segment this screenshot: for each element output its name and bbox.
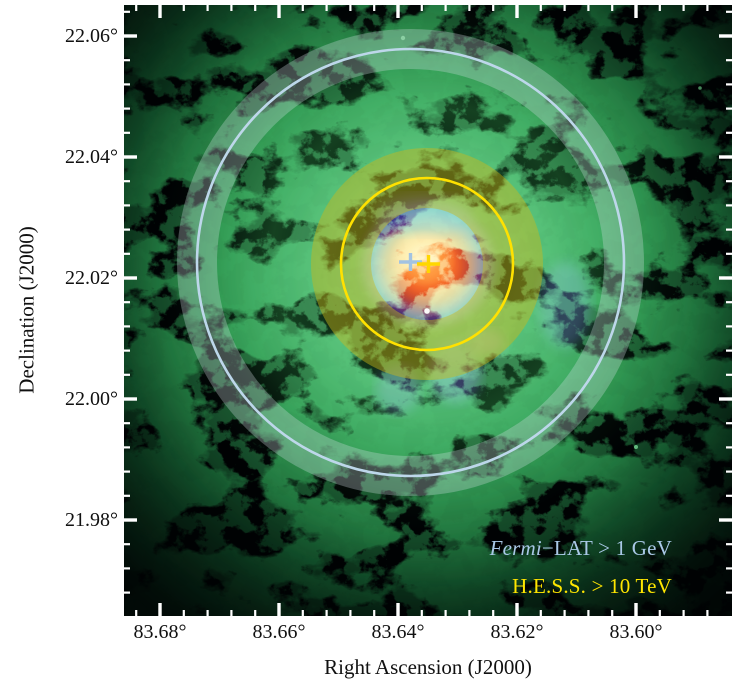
y-tick-label: 22.06° bbox=[65, 25, 118, 47]
fermi-extension-circle bbox=[195, 47, 626, 478]
sky-map-image bbox=[124, 5, 732, 616]
green-knot bbox=[698, 86, 702, 90]
x-axis-title: Right Ascension (J2000) bbox=[324, 655, 532, 679]
x-tick-label: 83.68° bbox=[133, 621, 187, 643]
y-tick-label: 22.04° bbox=[65, 146, 118, 168]
legend-fermi-italic: Fermi bbox=[489, 536, 542, 560]
x-tick-label: 83.62° bbox=[490, 621, 544, 643]
y-tick-label: 22.00° bbox=[65, 388, 118, 410]
green-knot bbox=[634, 445, 638, 449]
x-tick-label: 83.64° bbox=[371, 621, 425, 643]
legend-fermi-rest: −LAT > 1 GeV bbox=[541, 536, 672, 560]
axis-ticks bbox=[124, 5, 732, 616]
green-knot bbox=[400, 35, 406, 41]
y-tick-label: 21.98° bbox=[65, 509, 118, 531]
y-axis-title: Declination (J2000) bbox=[14, 226, 39, 394]
fermi-position-cross-icon bbox=[399, 253, 422, 271]
plot-area: Fermi−LAT > 1 GeV H.E.S.S. > 10 TeV bbox=[124, 5, 732, 616]
legend-fermi-lat: Fermi−LAT > 1 GeV bbox=[490, 537, 672, 560]
hess-position-cross-icon bbox=[417, 255, 440, 273]
x-tick-label: 83.60° bbox=[609, 621, 663, 643]
legend-hess: H.E.S.S. > 10 TeV bbox=[512, 574, 672, 598]
hess-extension-circle bbox=[339, 176, 515, 352]
bright-knot bbox=[424, 308, 430, 314]
y-tick-label: 22.02° bbox=[65, 267, 118, 289]
x-tick-label: 83.66° bbox=[252, 621, 306, 643]
